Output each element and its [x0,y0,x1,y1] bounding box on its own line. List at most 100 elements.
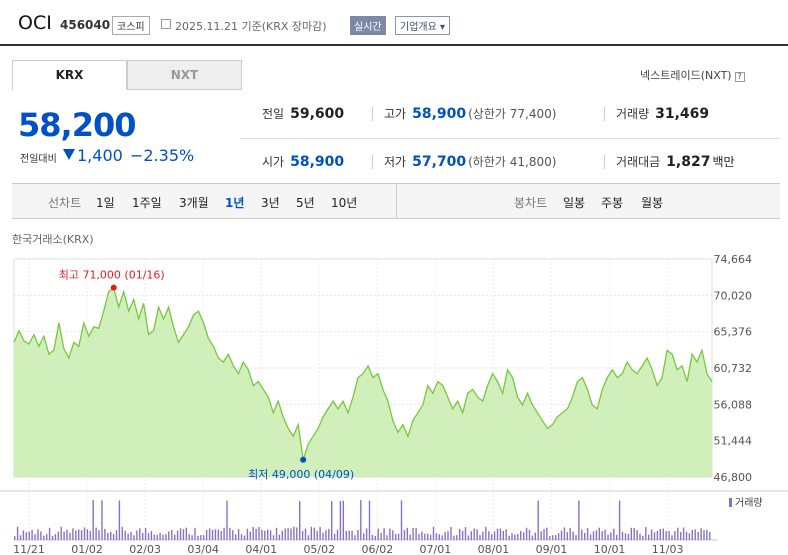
volume-bar [336,529,339,540]
volume-bar [360,500,362,540]
period-1y[interactable]: 1년 [225,196,245,210]
volume-bar [252,526,254,540]
exchange-tabs: KRX NXT [12,60,242,90]
volume-bar [124,530,126,540]
volume-bar [319,527,321,540]
company-overview-button[interactable]: 기업개요 ▾ [395,16,450,35]
y-tick-label: 46,800 [714,471,753,484]
current-price: 58,200 [18,106,136,144]
volume-bar [589,534,592,540]
volume-bar [328,528,330,540]
volume-bar [427,533,429,540]
volume-bar [566,532,568,540]
x-tick-label: 01/02 [71,543,103,555]
stat-label: 거래량 [616,107,650,121]
volume-bar [43,535,45,540]
volume-bar [57,531,59,540]
volume-bar [415,527,417,540]
volume-bar [537,500,539,540]
volume-bar [174,534,176,540]
volume-bar [491,534,493,540]
volume-bar [555,535,557,540]
lower-limit: (하한가 41,800) [468,155,557,169]
period-1w[interactable]: 1주일 [132,196,162,210]
volume-bar [179,528,182,540]
volume-bar [368,500,371,540]
volume-bar [671,535,673,540]
realtime-button[interactable]: 실시간 [350,16,386,35]
period-1d[interactable]: 1일 [96,196,115,210]
volume-bar [235,534,237,540]
volume-bar [584,532,586,540]
volume-bar [496,528,499,540]
volume-bar [575,535,577,540]
volume-legend: 거래량 [735,497,763,509]
amount-unit: 백만 [712,155,735,169]
x-tick-label: 09/01 [536,543,568,555]
volume-bar [284,528,286,540]
volume-bar [569,527,571,540]
volume-bar [203,535,205,540]
volume-bar [461,530,464,540]
period-3y[interactable]: 3년 [261,196,280,210]
volume-bar [543,529,545,540]
volume-bar [200,535,202,540]
volume-bar [63,531,65,540]
volume-bar [19,535,22,540]
volume-bar [14,536,16,540]
volume-bar [118,500,121,540]
divider [396,184,397,218]
candle-monthly[interactable]: 월봉 [641,196,664,210]
volume-bar [60,526,62,540]
volume-bar [293,526,295,540]
volume-bar [706,529,708,540]
volume-bar [223,527,225,540]
min-label: 최저 49,000 (04/09) [248,468,354,481]
volume-bar [339,501,342,540]
y-tick-label: 65,376 [714,326,753,339]
candle-daily[interactable]: 일봉 [563,196,586,210]
tab-krx[interactable]: KRX [12,60,127,90]
volume-bar [345,531,347,540]
volume-bar [392,530,394,540]
price-chart[interactable]: 최고 71,000 (01/16) 최저 49,000 (04/09) 74,6… [0,244,788,555]
help-icon[interactable]: ? [734,72,745,82]
volume-bar [69,532,71,540]
volume-bar [304,528,307,540]
volume-bar [214,529,217,540]
nxt-link[interactable]: 넥스트레이드(NXT)? [640,67,745,83]
volume-bar [232,530,234,540]
volume-bar [365,528,368,540]
volume-bar [630,527,632,540]
volume-bar [429,534,432,540]
volume-bar [75,530,77,540]
exchange-label: 한국거래소(KRX) [12,233,94,246]
volume-bar [700,528,702,540]
volume-bar [296,527,298,540]
volume-bar [333,533,336,540]
volume-bar [264,530,266,540]
x-tick-label: 06/02 [362,543,394,555]
period-3m[interactable]: 3개월 [179,196,209,210]
volume-bar [517,534,519,540]
x-tick-label: 11/03 [652,543,684,555]
tab-nxt[interactable]: NXT [127,60,242,90]
volume-bar [104,528,106,540]
volume-bar [237,529,240,540]
volume-bar [269,530,272,540]
volume-bar [159,533,161,540]
volume-bar [386,535,388,540]
volume-bar [226,500,228,540]
volume-bar [354,535,356,540]
volume-bar [281,530,283,540]
volume-bar [130,532,132,540]
volume-bar [639,533,641,540]
volume-bar [604,529,606,540]
period-5y[interactable]: 5년 [296,196,315,210]
volume-bar [301,530,304,540]
volume-bar [197,535,199,540]
volume-bar [659,528,661,540]
candle-weekly[interactable]: 주봉 [601,196,624,210]
period-10y[interactable]: 10년 [331,196,358,210]
volume-bar [313,527,315,540]
